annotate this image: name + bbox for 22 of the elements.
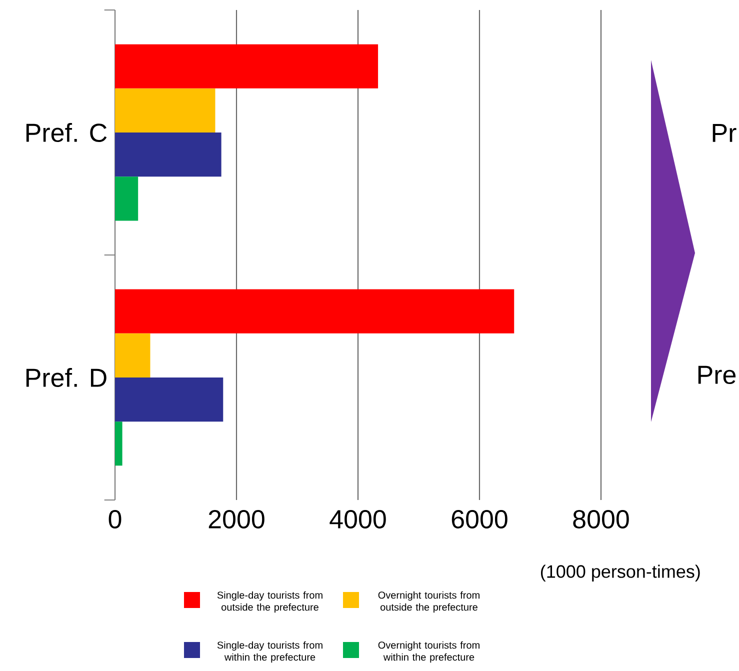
bar [115, 176, 138, 221]
legend-label: Single-day tourists from within the prefecture [217, 641, 322, 663]
text: Pre [698, 366, 736, 384]
x-tick-label: 0 [108, 510, 122, 528]
bar [115, 377, 224, 422]
x-tick-label: 2000 [208, 510, 264, 528]
bar [115, 88, 216, 132]
legend-label: Single-day tourists from outside the prefecture [217, 591, 322, 613]
x-tick-label: 6000 [452, 510, 508, 528]
bar [115, 44, 378, 88]
bar [115, 422, 122, 466]
legend-label: Overnight tourists from within the prefecture [378, 641, 480, 663]
y-tick-label: Pref. D [26, 368, 106, 388]
text: Pr [712, 124, 736, 142]
x-axis-title: (1000 person-times) [541, 564, 700, 582]
x-tick-label: 8000 [573, 510, 629, 528]
y-tick-label: Pref. C [26, 122, 107, 142]
x-tick-label: 4000 [330, 510, 386, 528]
bar [115, 333, 150, 378]
legend-label: Overnight tourists from outside the prefecture [378, 591, 480, 613]
bar [115, 132, 222, 177]
bar [115, 289, 514, 334]
